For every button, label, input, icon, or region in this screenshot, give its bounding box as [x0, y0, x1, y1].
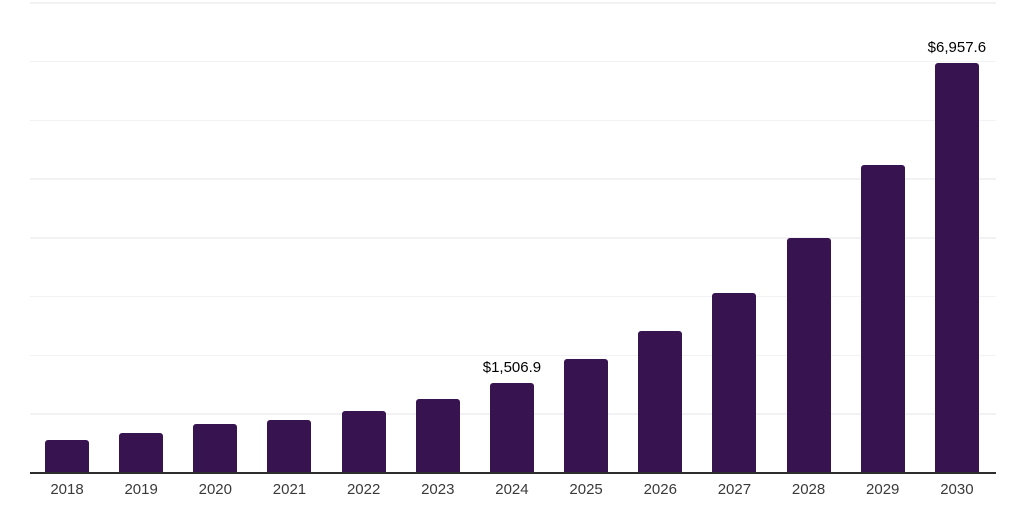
bar-series: $1,506.9 $6,957.6: [30, 2, 996, 472]
x-tick-label: 2030: [940, 481, 974, 498]
x-tick-label: 2019: [124, 481, 158, 498]
bar: [415, 399, 460, 472]
bar: [193, 424, 238, 472]
gridline: [30, 354, 996, 356]
gridline: [30, 295, 996, 298]
bar-cell: [341, 2, 386, 472]
x-axis-labels: 2018 2019 2020 2021 2022 2023 2024 2025 2026 2027…: [30, 480, 996, 499]
bar-cell: [860, 2, 905, 472]
bar-cell: [119, 2, 164, 472]
bar-cell: [267, 2, 312, 472]
bar-cell: [712, 2, 757, 472]
bar: [267, 420, 312, 472]
gridline: [30, 237, 996, 239]
plot-area: $1,506.9 $6,957.6: [30, 2, 996, 474]
bar: [934, 63, 979, 472]
bar-cell: [786, 2, 831, 472]
gridline: [30, 60, 996, 63]
gridline: [30, 178, 996, 180]
bar-cell: [638, 2, 683, 472]
x-tick-label: 2024: [495, 481, 529, 498]
bar: [712, 292, 757, 472]
x-tick-label: 2020: [198, 481, 232, 498]
value-label: $6,957.6: [927, 39, 987, 57]
x-tick-label: 2028: [791, 481, 826, 498]
x-tick-label: 2029: [866, 481, 900, 498]
bar-cell: [45, 2, 89, 472]
gridline: [30, 2, 996, 4]
bar-cell: [415, 2, 460, 472]
bar: [860, 165, 905, 472]
x-tick-label: 2018: [50, 481, 84, 498]
bar: [341, 410, 386, 472]
bar-cell: [193, 2, 238, 472]
bar: [45, 439, 89, 472]
bar: [489, 383, 534, 472]
gridline: [30, 119, 996, 121]
value-label: $1,506.9: [482, 359, 542, 377]
bar-cell: [564, 2, 609, 472]
x-tick-label: 2026: [643, 481, 677, 498]
bar: [119, 432, 164, 472]
bar: [638, 331, 683, 472]
bar-cell: $6,957.6: [928, 2, 986, 472]
bar: [786, 238, 831, 472]
x-tick-label: 2021: [272, 481, 307, 498]
x-tick-label: 2022: [346, 481, 381, 498]
x-tick-label: 2025: [569, 481, 603, 498]
x-tick-label: 2023: [421, 481, 455, 498]
bar: [564, 359, 609, 472]
x-tick-label: 2027: [717, 481, 752, 498]
bar-cell: $1,506.9: [483, 2, 541, 472]
